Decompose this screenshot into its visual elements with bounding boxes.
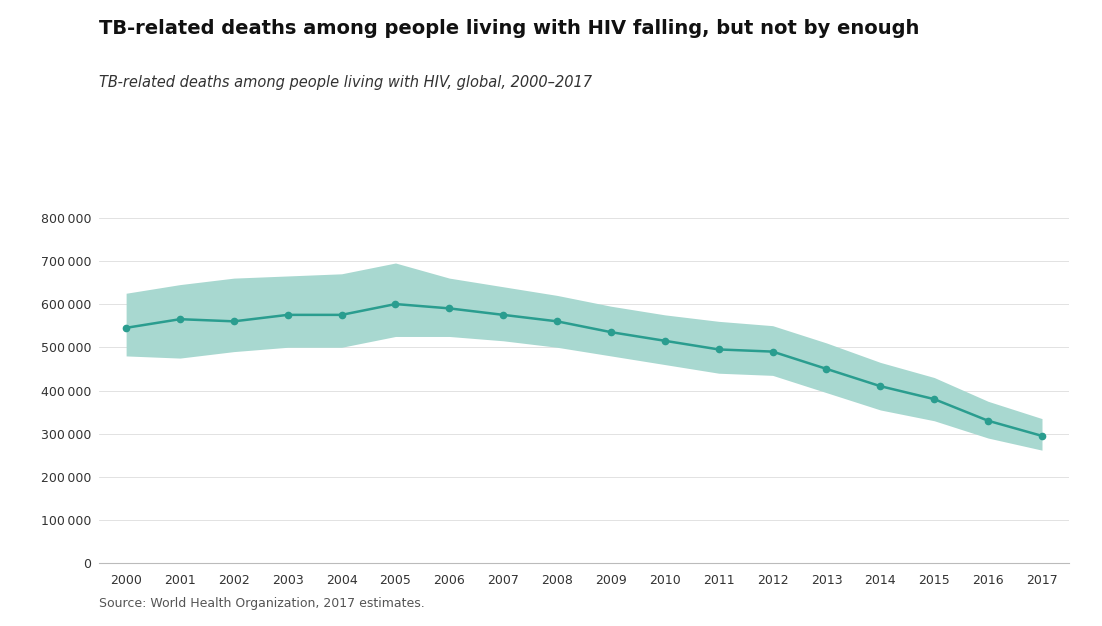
Text: TB-related deaths among people living with HIV falling, but not by enough: TB-related deaths among people living wi…	[99, 19, 919, 38]
Text: Source: World Health Organization, 2017 estimates.: Source: World Health Organization, 2017 …	[99, 597, 425, 610]
Text: TB-related deaths among people living with HIV, global, 2000–2017: TB-related deaths among people living wi…	[99, 75, 592, 90]
